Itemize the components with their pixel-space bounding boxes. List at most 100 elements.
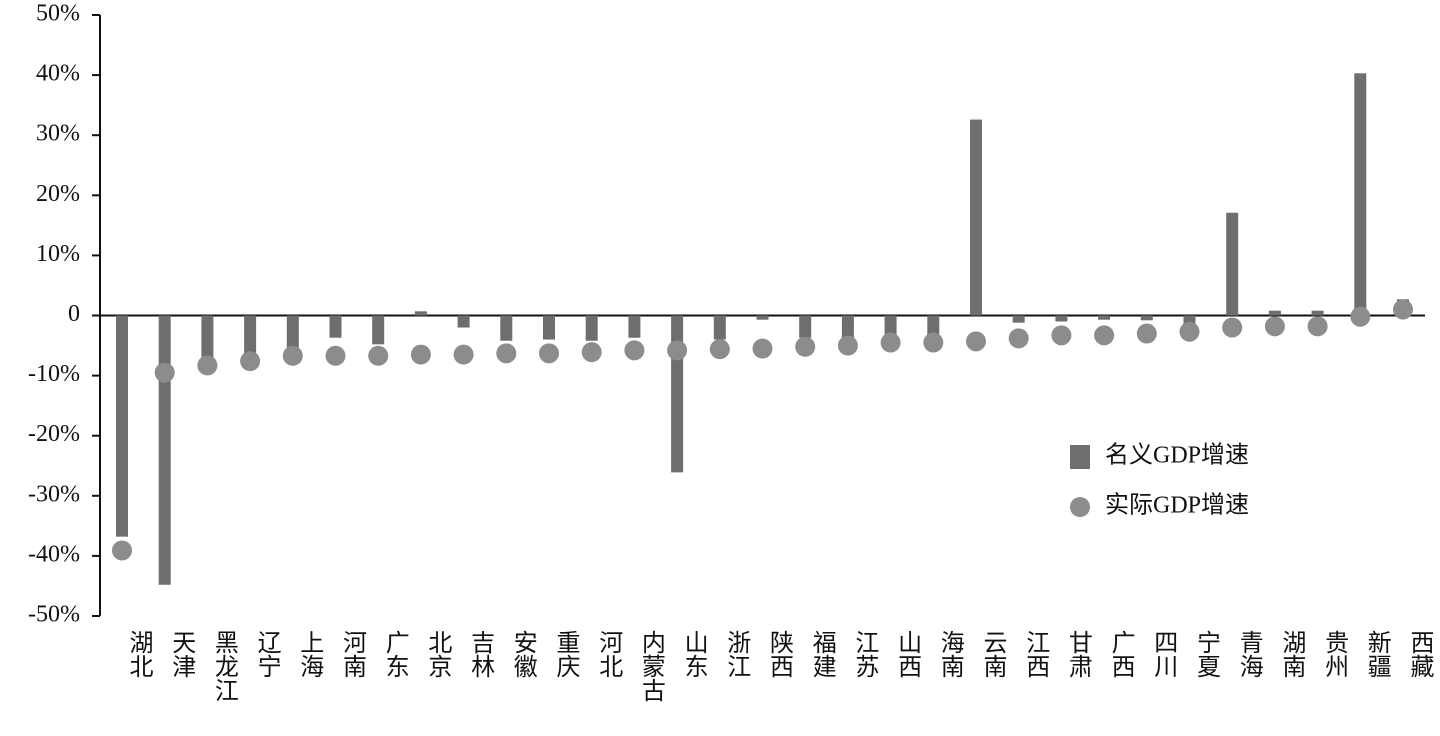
y-tick-label: 30% [36, 121, 80, 147]
x-tick-label: 河南 [339, 630, 367, 678]
y-tick-label: 0 [68, 301, 80, 327]
dot [368, 345, 389, 366]
x-tick-label: 湖南 [1278, 630, 1306, 678]
dot [1051, 325, 1072, 346]
y-tick-label: 10% [36, 241, 80, 267]
x-tick-label: 贵州 [1321, 630, 1349, 678]
dot [581, 342, 602, 363]
y-tick-label: -20% [28, 421, 80, 447]
x-tick-label: 甘肃 [1064, 630, 1092, 678]
dot [1393, 299, 1413, 320]
x-tick-label: 湖北 [125, 630, 153, 678]
dot [1307, 316, 1328, 337]
dot [1008, 328, 1029, 349]
bar [457, 315, 470, 328]
dot [1222, 317, 1243, 338]
x-tick-label: 陕西 [766, 630, 793, 678]
dot [1179, 321, 1200, 342]
x-tick-label: 四川 [1150, 630, 1178, 678]
dot [1094, 325, 1115, 346]
dot [539, 343, 559, 364]
bar [286, 315, 299, 350]
dot [410, 344, 431, 365]
x-tick-label: 内蒙古 [637, 630, 664, 702]
x-tick-label: 山西 [894, 630, 921, 678]
dot [752, 338, 773, 359]
x-tick-label: 上海 [296, 630, 323, 678]
x-tick-label: 江苏 [851, 630, 878, 678]
y-tick-label: 50% [36, 1, 80, 27]
bar [500, 315, 513, 341]
bar [799, 315, 812, 338]
dot [624, 340, 645, 361]
dot [1350, 306, 1371, 327]
bar [1055, 315, 1068, 322]
bar [116, 315, 128, 537]
dot [453, 344, 474, 365]
bar [201, 315, 214, 360]
x-tick-label: 吉林 [467, 630, 495, 678]
y-tick-label: 40% [36, 61, 80, 87]
legend-swatch [1070, 445, 1090, 469]
dot [240, 351, 261, 372]
bar [1268, 310, 1281, 316]
dot [709, 339, 730, 360]
dot [966, 331, 986, 352]
x-tick-label: 山东 [680, 630, 707, 678]
bar [543, 315, 555, 340]
dot [880, 332, 901, 353]
x-tick-label: 浙江 [723, 630, 751, 678]
dot [154, 362, 175, 383]
bar [1140, 315, 1153, 321]
dot [795, 336, 816, 357]
bar [1354, 73, 1367, 316]
y-tick-label: -10% [28, 361, 80, 387]
legend-swatch [1070, 497, 1090, 517]
y-tick-label: -40% [28, 541, 80, 567]
bar [1012, 315, 1025, 323]
bar [884, 315, 897, 336]
x-tick-label: 河北 [595, 630, 623, 678]
bar [1183, 315, 1196, 327]
bar [329, 315, 342, 338]
bar [1098, 315, 1111, 320]
bar [244, 315, 257, 358]
bar [1311, 310, 1324, 316]
bar [756, 315, 769, 320]
x-tick-label: 云南 [979, 630, 1006, 678]
bar [158, 315, 171, 585]
dot [282, 345, 303, 366]
y-tick-label: -50% [28, 602, 80, 628]
x-tick-label: 广西 [1107, 630, 1135, 678]
dot [1136, 323, 1157, 344]
legend-label: 实际GDP增速 [1105, 492, 1249, 519]
dot [112, 540, 132, 561]
x-tick-label: 广东 [381, 630, 409, 678]
y-tick-label: 20% [36, 181, 80, 207]
bar [970, 119, 982, 316]
x-tick-label: 重庆 [552, 630, 580, 678]
bar [414, 311, 427, 316]
dot [667, 340, 688, 361]
dot [923, 332, 944, 353]
bar [1226, 212, 1239, 316]
x-tick-label: 辽宁 [253, 630, 281, 678]
bar [628, 315, 641, 338]
dot [1264, 316, 1285, 337]
y-tick-label: -30% [28, 481, 80, 507]
legend-label: 名义GDP增速 [1105, 442, 1249, 469]
x-tick-label: 安徽 [509, 630, 537, 678]
x-tick-label: 青海 [1235, 630, 1262, 678]
x-tick-label: 北京 [424, 630, 452, 678]
bar [372, 315, 385, 345]
bar [927, 315, 940, 336]
bar [841, 315, 854, 338]
x-tick-label: 宁夏 [1193, 630, 1221, 678]
x-tick-label: 黑龙江 [210, 630, 238, 702]
x-tick-label: 西藏 [1406, 630, 1434, 678]
bar [671, 315, 684, 473]
dot [837, 335, 858, 356]
x-tick-label: 福建 [808, 630, 836, 678]
dot [496, 343, 517, 364]
